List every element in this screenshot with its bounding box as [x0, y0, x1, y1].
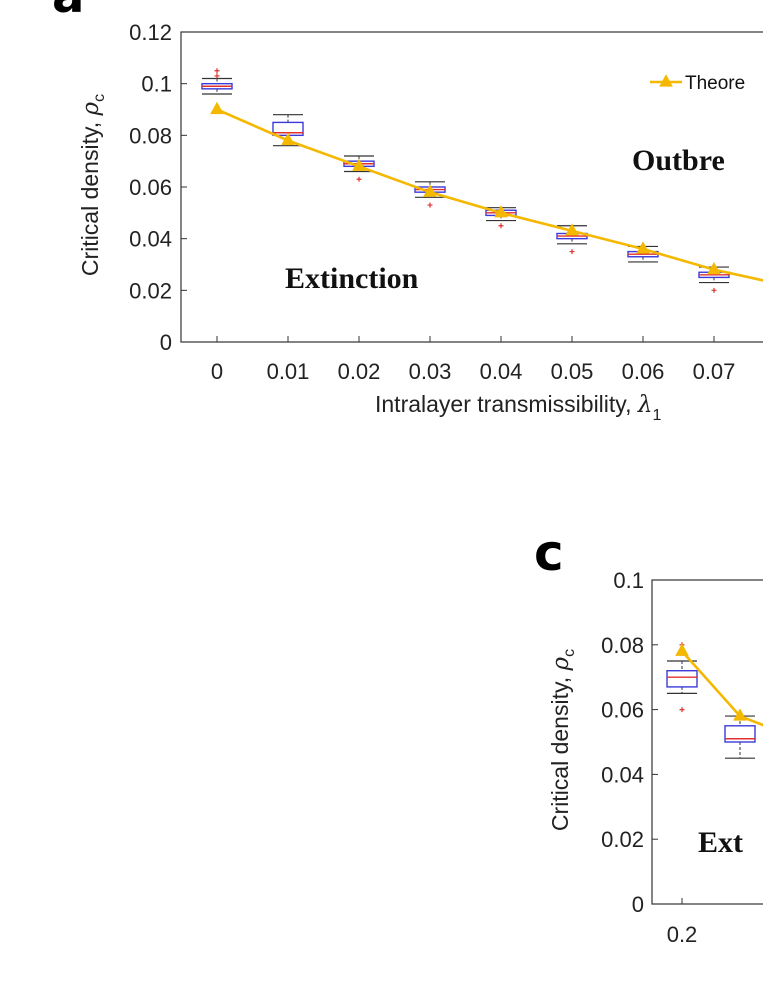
x-tick-label-a-1: 0.01 [267, 359, 310, 384]
theory-marker-a-4 [494, 205, 508, 218]
x-axis-title-symbol: λ [637, 392, 653, 418]
x-tick-label-a-0: 0 [211, 359, 223, 384]
outlier-1 [214, 73, 220, 79]
outlier-0 [427, 202, 433, 208]
y-axis-title-sub: c [91, 94, 108, 102]
box-iqr [666, 670, 698, 688]
y-axis-title-main: Critical density, [547, 670, 573, 831]
y-tick-label-c-3: 0.06 [601, 698, 644, 723]
y-axis-title-sub: c [561, 649, 578, 657]
x-tick-label-a-2: 0.02 [338, 359, 381, 384]
x-tick-label-c-0: 0.2 [667, 922, 698, 947]
plot-area-a [180, 31, 763, 343]
x-tick-label-a-7: 0.07 [693, 359, 736, 384]
panel-letter-a: a [52, 0, 84, 24]
y-tick-label-c-5: 0.1 [613, 568, 644, 593]
y-axis-title-symbol: ρ [78, 101, 104, 116]
y-tick-label-a-0: 0 [160, 330, 172, 355]
y-tick-label-a-2: 0.04 [129, 227, 172, 252]
y-axis-title-main: Critical density, [77, 115, 103, 276]
outlier-1 [679, 707, 685, 713]
y-tick-label-c-2: 0.04 [601, 762, 644, 787]
theory-marker-a-7 [707, 261, 721, 275]
x-tick-label-a-4: 0.04 [480, 359, 523, 384]
theory-marker-a-5 [565, 223, 579, 236]
outlier-0 [711, 287, 717, 293]
theory-marker-a-1 [281, 132, 295, 146]
box-1 [272, 114, 304, 147]
y-tick-label-a-1: 0.02 [129, 278, 172, 303]
x-tick-label-a-6: 0.06 [622, 359, 665, 384]
x-axis-title-main: Intralayer transmissibility, [375, 391, 638, 417]
panel-letter-c: c [534, 524, 564, 582]
theory-marker-a-0 [210, 101, 224, 115]
x-tick-label-a-3: 0.03 [409, 359, 452, 384]
box-0 [201, 68, 233, 95]
region-label-extinction-c: Ext [698, 826, 743, 859]
theory-marker-c-0 [675, 643, 689, 656]
x-axis-title-a: Intralayer transmissibility, λ1 [375, 391, 661, 424]
x-axis-title-sub: 1 [652, 407, 661, 424]
box-iqr [724, 725, 756, 743]
region-label-extinction: Extinction [285, 262, 419, 295]
y-axis-title-c: Critical density, ρc [547, 649, 578, 831]
theory-marker-a-3 [423, 184, 437, 197]
y-tick-label-c-0: 0 [632, 892, 644, 917]
region-label-outbreak: Outbre [632, 144, 725, 177]
outlier-0 [356, 176, 362, 182]
legend-marker [659, 74, 673, 87]
theory-marker-a-6 [636, 241, 650, 254]
y-tick-label-c-1: 0.02 [601, 827, 644, 852]
y-axis-title-symbol: ρ [548, 656, 574, 671]
y-tick-label-a-6: 0.12 [129, 20, 172, 45]
panel-c: 0 0.02 0.04 0.06 0.08 0.1 0.2 Ext Critical densi… [534, 524, 763, 947]
legend-label-a: Theore [685, 73, 745, 94]
y-tick-label-a-5: 0.1 [141, 72, 172, 97]
y-tick-label-c-4: 0.08 [601, 633, 644, 658]
y-tick-label-a-4: 0.08 [129, 123, 172, 148]
outlier-0 [214, 68, 220, 74]
y-tick-label-a-3: 0.06 [129, 175, 172, 200]
outlier-0 [569, 249, 575, 255]
x-tick-label-a-5: 0.05 [551, 359, 594, 384]
panel-a: 0 0.02 0.04 0.06 0.08 0.1 0.12 0 0.01 0.02 0.03 0.0… [52, 0, 763, 424]
outlier-0 [498, 223, 504, 229]
theory-marker-a-2 [352, 158, 366, 171]
y-axis-title-a: Critical density, ρc [77, 94, 108, 276]
theory-marker-c-1 [733, 708, 747, 721]
